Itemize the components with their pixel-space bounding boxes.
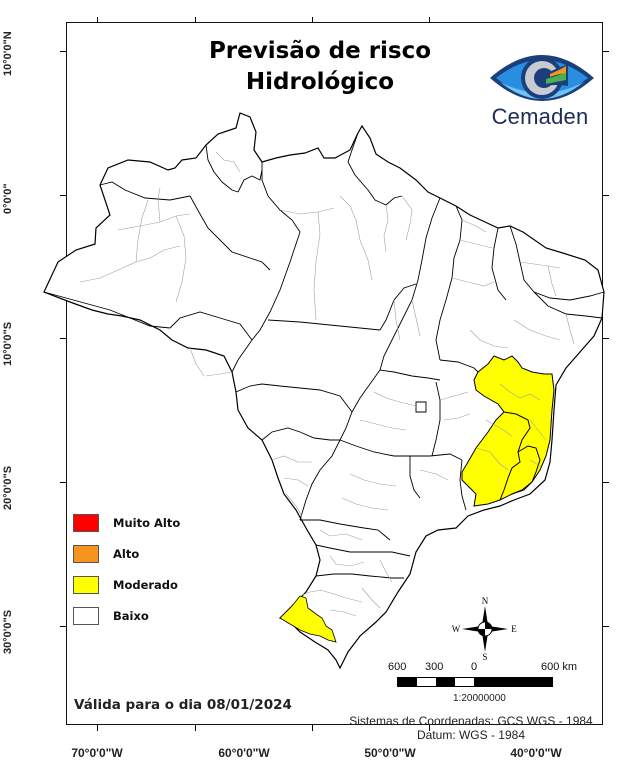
logo-text: Cemaden	[491, 104, 589, 129]
legend-swatch-red	[73, 513, 99, 532]
left-tick	[60, 482, 66, 483]
scale-ratio: 1:20000000	[453, 693, 506, 704]
lon-label-40w: 40°0'0"W	[510, 746, 562, 760]
bottom-tick	[429, 725, 430, 731]
legend-label: Muito Alto	[113, 515, 181, 530]
brazil-states	[43, 112, 605, 670]
right-tick	[603, 195, 609, 196]
legend: Muito Alto Alto Moderado Baixo	[73, 507, 180, 631]
title-line-2: Hidrológico	[245, 69, 395, 95]
page-title: Previsão de risco Hidrológico	[150, 36, 490, 98]
bottom-tick	[97, 725, 98, 731]
right-tick	[603, 626, 609, 627]
compass-rose-icon: N S W E	[452, 596, 517, 662]
top-tick	[97, 17, 98, 23]
svg-text:E: E	[511, 624, 517, 634]
right-tick	[603, 51, 609, 52]
legend-swatch-white	[73, 606, 99, 625]
left-tick	[60, 195, 66, 196]
cemaden-eye-logo-icon	[490, 55, 594, 101]
lon-label-50w: 50°0'0"W	[364, 746, 416, 760]
lon-label-60w: 60°0'0"W	[218, 746, 270, 760]
legend-item-baixo: Baixo	[73, 600, 180, 631]
map-frame	[66, 22, 603, 725]
coordinate-system-text: Sistemas de Coordenadas: GCS WGS - 1984	[349, 714, 593, 728]
scale-label: 600 km	[541, 661, 578, 673]
legend-item-moderado: Moderado	[73, 569, 180, 600]
top-tick	[429, 17, 430, 23]
left-tick	[60, 338, 66, 339]
legend-label: Moderado	[113, 577, 178, 592]
top-tick	[312, 17, 313, 23]
lon-label-70w: 70°0'0"W	[71, 746, 123, 760]
validity-date: Válida para o dia 08/01/2024	[74, 697, 292, 713]
left-tick	[60, 51, 66, 52]
legend-item-muito-alto: Muito Alto	[73, 507, 180, 538]
right-tick	[603, 482, 609, 483]
legend-item-alto: Alto	[73, 538, 180, 569]
top-tick	[195, 17, 196, 23]
bottom-tick	[312, 725, 313, 731]
scale-label: 300	[425, 661, 444, 673]
svg-text:N: N	[482, 596, 489, 606]
datum-text: Datum: WGS - 1984	[416, 728, 526, 742]
svg-text:W: W	[452, 624, 461, 634]
bottom-tick	[195, 725, 196, 731]
title-line-1: Previsão de risco	[208, 38, 432, 64]
left-tick	[60, 626, 66, 627]
legend-swatch-yellow	[73, 575, 99, 594]
svg-text:S: S	[482, 652, 487, 662]
scale-label: 0	[471, 661, 478, 673]
scale-label: 600	[388, 661, 407, 673]
right-tick	[603, 338, 609, 339]
legend-label: Baixo	[113, 608, 149, 623]
coordinate-system: Sistemas de Coordenadas: GCS WGS - 1984 …	[326, 714, 616, 742]
legend-swatch-orange	[73, 544, 99, 563]
legend-label: Alto	[113, 546, 140, 561]
scale-bar	[397, 677, 553, 687]
